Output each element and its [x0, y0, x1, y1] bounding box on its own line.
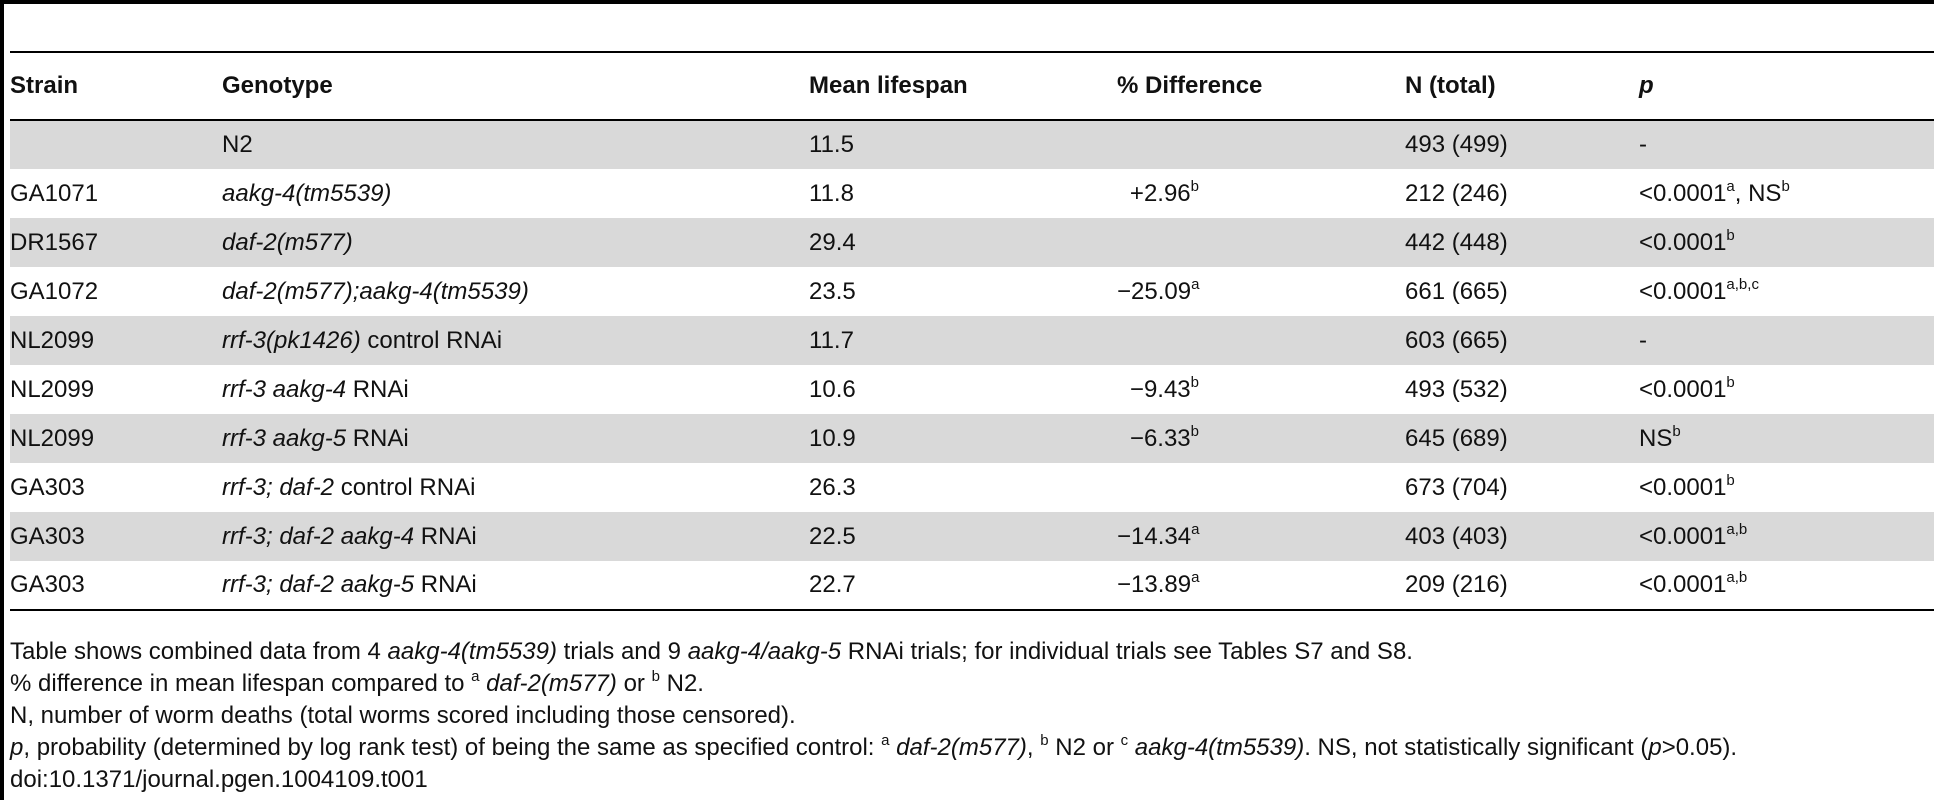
table-header: Strain Genotype Mean lifespan % Differen… — [10, 52, 1934, 120]
lifespan-table: Strain Genotype Mean lifespan % Differen… — [10, 51, 1934, 611]
table-row: N2 11.5 493 (499) - — [10, 120, 1934, 169]
table-row: NL2099 rrf-3 aakg-5 RNAi 10.9 −6.33b 645 (68… — [10, 414, 1934, 463]
cell-p: <0.0001a,b — [1639, 569, 1748, 598]
cell-genotype: rrf-3; daf-2 aakg-4 RNAi — [222, 522, 477, 550]
cell-genotype: rrf-3 aakg-5 RNAi — [222, 424, 409, 452]
footnote-line-3: N, number of worm deaths (total worms sc… — [10, 702, 796, 729]
cell-p: - — [1639, 131, 1647, 158]
cell-pct-difference: −14.34a — [1117, 520, 1200, 550]
cell-n-total: 493 (532) — [1405, 375, 1508, 403]
footnote-line-4: p, probability (determined by log rank t… — [10, 732, 1738, 761]
header-pct-difference: % Difference — [1117, 72, 1263, 99]
cell-mean-lifespan: 11.8 — [809, 179, 854, 207]
cell-strain: GA1071 — [10, 179, 99, 207]
cell-pct-difference — [1117, 120, 1405, 169]
cell-genotype: aakg-4(tm5539) — [222, 179, 392, 207]
table-row: GA1071 aakg-4(tm5539) 11.8 +2.96b 212 (246) <… — [10, 169, 1934, 218]
header-mean-lifespan: Mean lifespan — [809, 72, 968, 99]
cell-strain: DR1567 — [10, 228, 99, 256]
cell-genotype: N2 — [222, 131, 253, 158]
cell-strain: NL2099 — [10, 424, 95, 452]
cell-mean-lifespan: 11.5 — [809, 131, 854, 158]
cell-mean-lifespan: 29.4 — [809, 228, 856, 256]
header-p: p — [1639, 72, 1654, 99]
cell-pct-difference: −13.89a — [1117, 569, 1200, 598]
cell-genotype: rrf-3; daf-2 control RNAi — [222, 473, 476, 501]
cell-pct-difference: +2.96b — [1129, 177, 1199, 207]
cell-p: <0.0001a, NSb — [1639, 177, 1790, 207]
cell-pct-difference — [1117, 218, 1405, 267]
header-n-total: N (total) — [1405, 72, 1496, 99]
cell-strain: GA1072 — [10, 277, 99, 305]
cell-n-total: 442 (448) — [1405, 228, 1508, 256]
cell-pct-difference — [1117, 316, 1405, 365]
cell-p: NSb — [1639, 422, 1681, 452]
cell-strain: GA303 — [10, 571, 85, 598]
cell-mean-lifespan: 22.7 — [809, 571, 856, 598]
cell-genotype: daf-2(m577);aakg-4(tm5539) — [222, 277, 529, 305]
cell-genotype: rrf-3 aakg-4 RNAi — [222, 375, 409, 403]
cell-pct-difference — [1117, 463, 1405, 512]
cell-genotype: rrf-3; daf-2 aakg-5 RNAi — [222, 571, 477, 598]
header-strain: Strain — [10, 72, 79, 99]
cell-n-total: 603 (665) — [1405, 326, 1508, 354]
table-row: NL2099 rrf-3(pk1426) control RNAi 11.7 603 … — [10, 316, 1934, 365]
cell-mean-lifespan: 10.9 — [809, 424, 856, 452]
cell-genotype: daf-2(m577) — [222, 228, 353, 256]
cell-p: - — [1639, 326, 1647, 354]
cell-n-total: 212 (246) — [1405, 179, 1508, 207]
footnote-line-1: Table shows combined data from 4 aakg-4(… — [10, 638, 1413, 665]
header-row: Strain Genotype Mean lifespan % Differen… — [10, 52, 1934, 120]
cell-strain: NL2099 — [10, 326, 95, 354]
cell-pct-difference: −6.33b — [1129, 422, 1199, 452]
cell-n-total: 661 (665) — [1405, 277, 1508, 305]
table-body: N2 11.5 493 (499) - GA1071 aakg-4(tm5539) 11.8… — [10, 120, 1934, 610]
cell-p: <0.0001a,b — [1639, 520, 1748, 550]
cell-mean-lifespan: 10.6 — [809, 375, 856, 403]
cell-n-total: 673 (704) — [1405, 473, 1508, 501]
cell-pct-difference: −25.09a — [1117, 275, 1200, 305]
header-genotype: Genotype — [222, 72, 333, 99]
doi-line: doi:10.1371/journal.pgen.1004109.t001 — [10, 766, 428, 793]
table-row: GA303 rrf-3; daf-2 control RNAi 26.3 673 (7… — [10, 463, 1934, 512]
top-border — [0, 0, 1934, 4]
cell-n-total: 209 (216) — [1405, 571, 1508, 598]
table-footnotes: Table shows combined data from 4 aakg-4(… — [10, 636, 1934, 796]
cell-n-total: 645 (689) — [1405, 424, 1508, 452]
cell-mean-lifespan: 11.7 — [809, 326, 854, 354]
table-row: NL2099 rrf-3 aakg-4 RNAi 10.6 −9.43b 493 (53… — [10, 365, 1934, 414]
cell-p: <0.0001b — [1639, 226, 1735, 256]
cell-p: <0.0001b — [1639, 373, 1735, 403]
cell-strain: GA303 — [10, 473, 85, 501]
cell-strain: NL2099 — [10, 375, 95, 403]
table-row: GA1072 daf-2(m577);aakg-4(tm5539) 23.5 −25.… — [10, 267, 1934, 316]
cell-mean-lifespan: 23.5 — [809, 277, 856, 305]
cell-mean-lifespan: 22.5 — [809, 522, 856, 550]
cell-n-total: 493 (499) — [1405, 131, 1508, 158]
lifespan-table-container: Strain Genotype Mean lifespan % Differen… — [10, 51, 1934, 611]
footnote-line-2: % difference in mean lifespan compared t… — [10, 668, 704, 697]
table-row: DR1567 daf-2(m577) 29.4 442 (448) <0.0001b — [10, 218, 1934, 267]
left-border — [0, 0, 4, 800]
cell-strain: GA303 — [10, 522, 85, 550]
cell-strain — [10, 120, 222, 169]
cell-p: <0.0001a,b,c — [1639, 275, 1759, 305]
table-row: GA303 rrf-3; daf-2 aakg-4 RNAi 22.5 −14.34a… — [10, 512, 1934, 561]
cell-mean-lifespan: 26.3 — [809, 473, 856, 501]
cell-n-total: 403 (403) — [1405, 522, 1508, 550]
cell-p: <0.0001b — [1639, 471, 1735, 501]
table-row: GA303 rrf-3; daf-2 aakg-5 RNAi 22.7 −13.89a… — [10, 561, 1934, 610]
cell-genotype: rrf-3(pk1426) control RNAi — [222, 326, 503, 354]
cell-pct-difference: −9.43b — [1129, 373, 1199, 403]
